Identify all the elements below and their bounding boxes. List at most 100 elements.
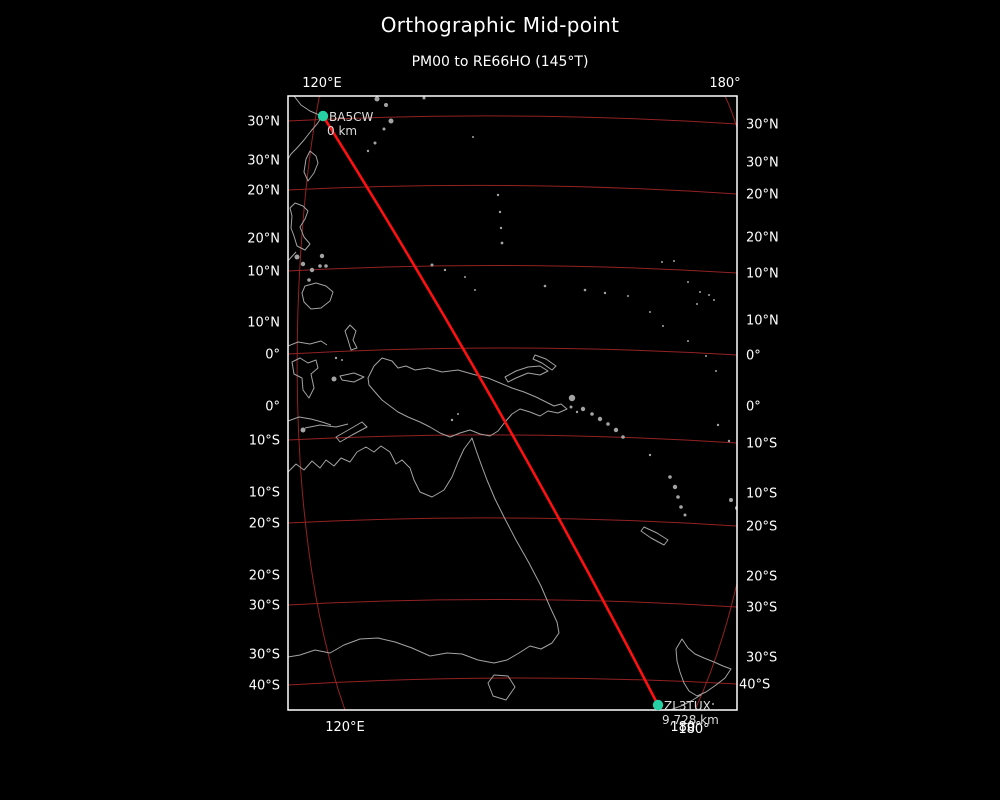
island-dot xyxy=(319,253,325,259)
island-dot xyxy=(649,311,651,313)
parallel-gridline xyxy=(288,184,737,195)
island-dot xyxy=(708,294,710,296)
lat-tick-left: 10°N xyxy=(247,316,280,331)
island-dot xyxy=(382,127,386,131)
island-dot xyxy=(422,96,426,100)
coastline-path xyxy=(289,202,311,251)
great-circle-path xyxy=(321,115,660,706)
island-dot xyxy=(590,412,594,416)
island-dot xyxy=(331,376,337,382)
parallel-gridline xyxy=(288,598,737,608)
station-callsign-label: ZL3TUX xyxy=(664,699,711,713)
island-dot xyxy=(661,261,663,263)
island-dot xyxy=(683,513,687,517)
coastline-path xyxy=(344,324,358,351)
island-dot xyxy=(366,149,370,153)
island-dot xyxy=(583,288,587,292)
island-dot xyxy=(307,278,311,282)
island-dot xyxy=(712,703,714,705)
coastline-path xyxy=(532,354,557,371)
lat-tick-left: 30°N xyxy=(247,115,280,130)
meridian-gridline xyxy=(694,96,737,710)
lon-tick-top: 120°E xyxy=(302,76,342,91)
island-dot xyxy=(472,136,474,138)
lat-tick-left: 10°S xyxy=(249,434,280,449)
island-dot xyxy=(716,423,720,427)
meridian-gridline xyxy=(296,96,346,710)
island-dot xyxy=(334,356,338,360)
island-dot xyxy=(672,484,678,490)
island-dot xyxy=(384,103,388,107)
lat-tick-right: 20°S xyxy=(746,520,777,535)
lat-tick-left: 40°S xyxy=(249,679,280,694)
figure-title: Orthographic Mid-point xyxy=(380,13,620,37)
lon-tick-bottom: 120°E xyxy=(325,720,365,735)
island-dot xyxy=(374,96,380,102)
lat-tick-right: 20°N xyxy=(746,188,779,203)
lat-tick-right: 40°S xyxy=(739,678,770,693)
island-dot xyxy=(705,355,707,357)
coastline-path xyxy=(288,437,560,664)
lat-tick-right: 30°N xyxy=(746,118,779,133)
parallel-gridline xyxy=(288,677,737,686)
coastline-path xyxy=(291,357,319,399)
island-dot xyxy=(443,268,447,272)
island-dot xyxy=(580,406,586,412)
island-dot xyxy=(662,325,664,327)
parallel-gridline xyxy=(288,347,737,356)
island-dot xyxy=(676,495,680,499)
lat-tick-right: 10°N xyxy=(746,267,779,282)
coastline-path xyxy=(487,674,516,701)
station-callsign-label: BA5CW xyxy=(329,110,373,124)
island-dot xyxy=(603,291,607,295)
coastline-path xyxy=(304,423,349,429)
lat-tick-right: 10°S xyxy=(746,437,777,452)
island-dot xyxy=(450,418,454,422)
graticule-layer xyxy=(288,96,737,710)
lat-tick-right: 20°N xyxy=(746,231,779,246)
island-dot xyxy=(687,281,689,283)
lat-tick-right: 10°N xyxy=(746,314,779,329)
coastline-path xyxy=(288,96,323,160)
island-dot xyxy=(543,284,547,288)
lat-tick-left: 10°N xyxy=(247,265,280,280)
island-dot xyxy=(727,439,731,443)
lat-tick-left: 20°S xyxy=(249,517,280,532)
lon-tick-bottom: 180° xyxy=(678,722,709,737)
parallel-gridline xyxy=(288,264,737,274)
island-dot xyxy=(668,475,672,479)
coastline-path xyxy=(367,357,568,438)
island-dot xyxy=(673,260,675,262)
lat-tick-left: 30°S xyxy=(249,648,280,663)
island-dot xyxy=(613,427,619,433)
coastline-path xyxy=(668,694,702,710)
coastline-path xyxy=(335,421,368,443)
coastline-path xyxy=(504,365,549,383)
island-dot xyxy=(496,193,500,197)
lat-tick-right: 0° xyxy=(746,400,761,415)
map-subtitle: PM00 to RE66HO (145°T) xyxy=(411,54,589,70)
island-dot xyxy=(699,291,701,293)
island-dot xyxy=(627,295,629,297)
lat-tick-right: 20°S xyxy=(746,570,777,585)
island-dot xyxy=(300,427,306,433)
island-dot xyxy=(318,264,322,268)
island-dot xyxy=(474,289,476,291)
lon-tick-top: 180° xyxy=(709,76,740,91)
island-dot xyxy=(679,505,683,509)
coastline-path xyxy=(640,526,669,546)
parallel-gridline xyxy=(288,115,737,125)
island-dot xyxy=(309,267,315,273)
station-marker-start xyxy=(317,110,329,122)
coastline-path xyxy=(675,638,732,697)
island-dot xyxy=(597,416,603,422)
island-dot xyxy=(715,370,717,372)
lat-tick-left: 10°S xyxy=(249,486,280,501)
island-dot xyxy=(324,264,328,268)
lat-tick-left: 20°N xyxy=(247,184,280,199)
island-dot xyxy=(569,405,573,409)
island-dot xyxy=(621,435,625,439)
island-dot xyxy=(713,299,715,301)
